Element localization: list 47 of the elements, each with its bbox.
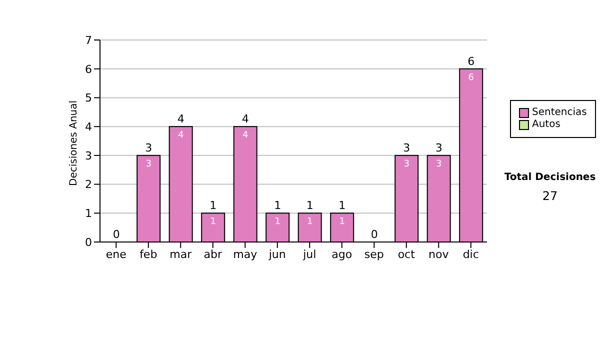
x-tick-label: jun: [268, 248, 286, 261]
x-tick-label: ago: [332, 248, 352, 261]
x-tick-label: ene: [106, 248, 127, 261]
total-label: 4: [242, 112, 249, 126]
x-tick-label: feb: [140, 248, 158, 261]
x-tick-label: mar: [170, 248, 192, 261]
y-tick-label: 3: [85, 149, 92, 162]
y-tick-label: 7: [85, 34, 92, 47]
data-label: 4: [178, 130, 184, 141]
total-label: 3: [145, 141, 152, 154]
total-label: 4: [177, 112, 184, 126]
y-tick-label: 4: [85, 120, 92, 134]
y-tick-label: 1: [85, 207, 92, 220]
total-label: 6: [468, 54, 475, 68]
data-label: 3: [146, 159, 152, 170]
legend-label: Sentencias: [532, 107, 587, 119]
total-label: 1: [306, 199, 314, 212]
data-label: 4: [242, 130, 248, 141]
data-label: 3: [404, 159, 410, 170]
data-label: 1: [339, 217, 345, 228]
data-label: 6: [468, 72, 474, 83]
data-label: 1: [306, 217, 313, 228]
x-tick-label: sep: [364, 248, 384, 261]
total-label: 3: [435, 141, 442, 154]
y-axis-title: Decisiones Anual: [68, 100, 80, 186]
x-tick-label: oct: [398, 248, 416, 261]
total-label: 1: [274, 199, 282, 212]
x-tick-label: dic: [462, 248, 479, 261]
x-tick-label: nov: [428, 248, 450, 261]
text: Total Decisiones: [503, 172, 597, 183]
total-label: 0: [370, 228, 378, 241]
x-tick-label: may: [233, 248, 258, 261]
y-tick-label: 2: [85, 178, 92, 192]
legend-label: Autos: [532, 119, 560, 131]
x-tick-label: jul: [302, 248, 316, 261]
y-tick-label: 6: [85, 62, 92, 76]
y-tick-label: 5: [85, 92, 92, 105]
y-tick-label: 0: [85, 236, 92, 249]
data-label: 1: [274, 217, 280, 228]
text: 27: [541, 189, 559, 203]
data-label: 1: [210, 217, 216, 228]
total-label: 0: [112, 228, 120, 241]
x-tick-label: abr: [204, 248, 222, 261]
total-label: 1: [338, 199, 346, 212]
total-label: 1: [210, 199, 217, 212]
total-label: 3: [403, 141, 410, 154]
data-label: 3: [436, 159, 442, 170]
